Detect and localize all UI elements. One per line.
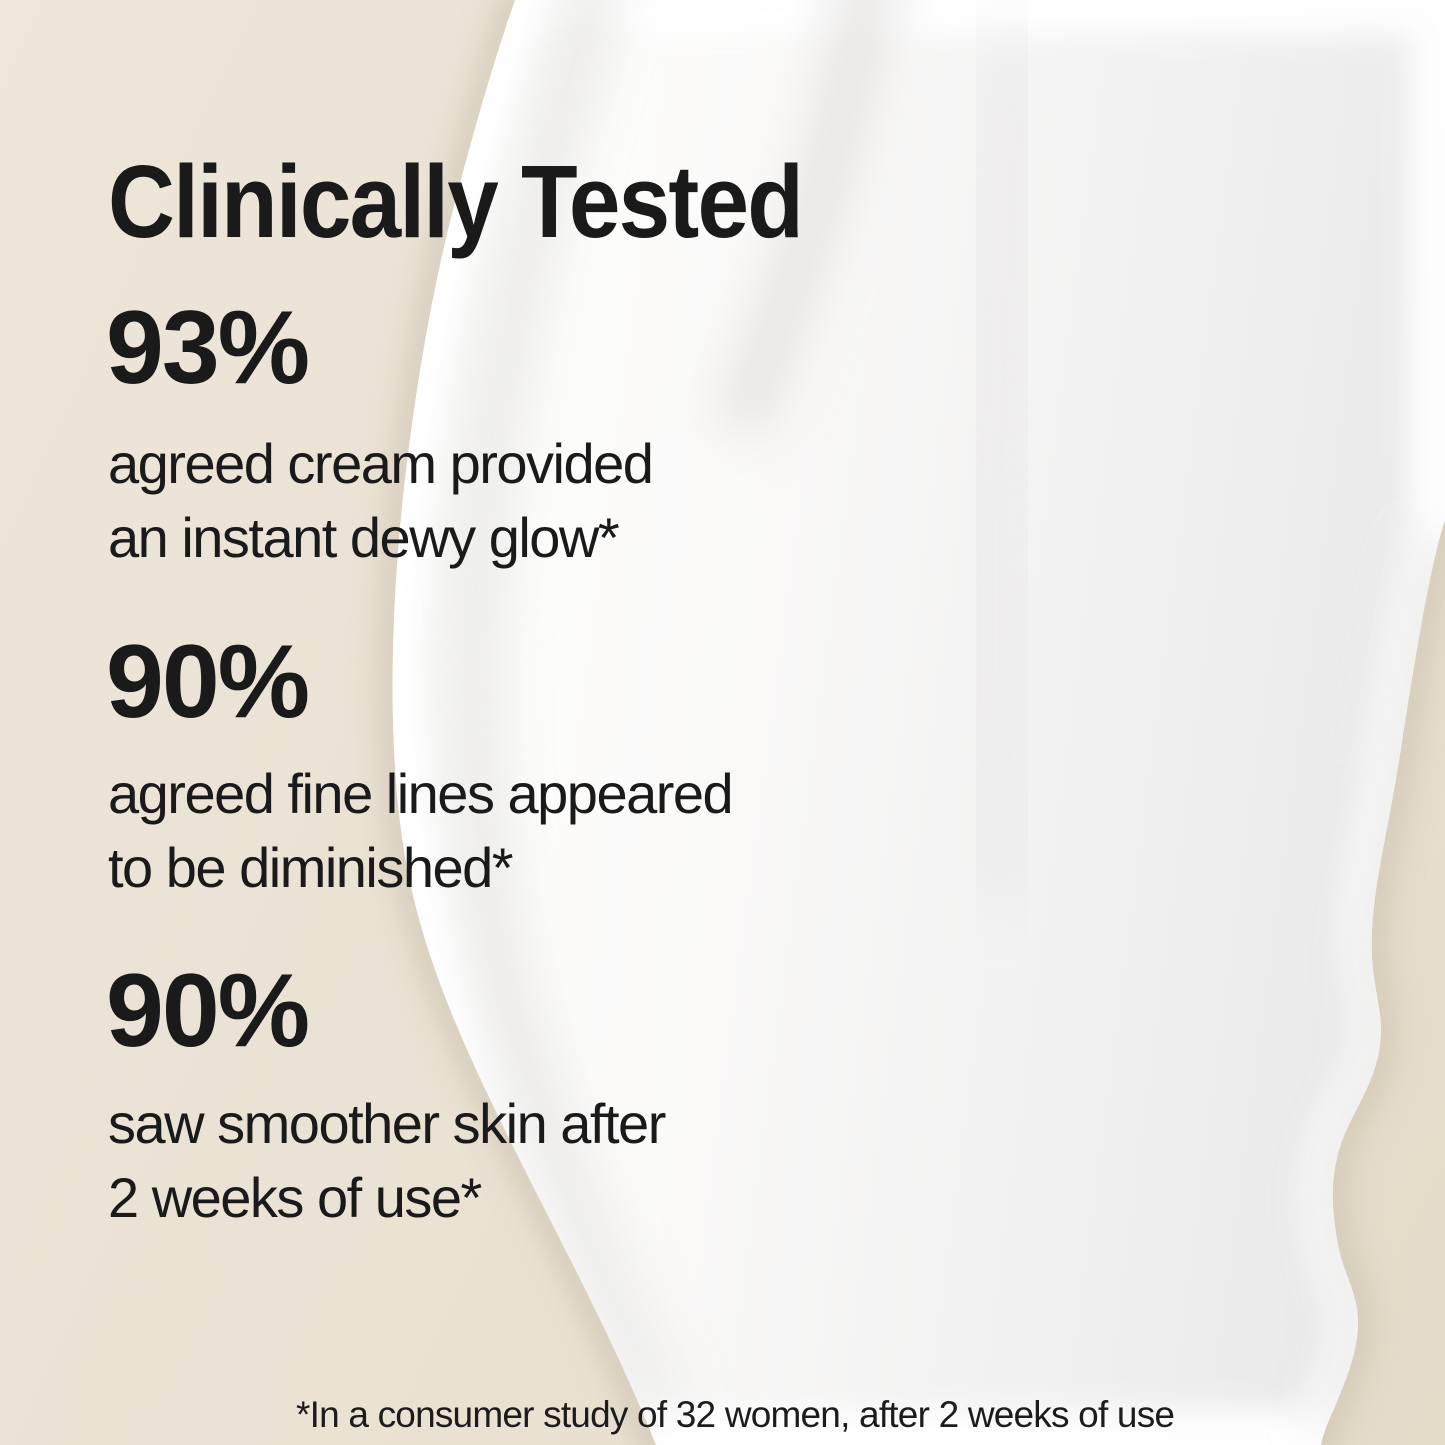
page-title: Clinically Tested [108, 144, 804, 259]
stat-description-line: an instant dewy glow* [108, 506, 620, 569]
stat-description-1: agreed cream provided an instant dewy gl… [108, 427, 654, 575]
footnote: *In a consumer study of 32 women, after … [296, 1394, 1175, 1435]
stat-value-2: 90% [106, 624, 310, 740]
stat-value-3: 90% [106, 953, 310, 1069]
stat-description-line: agreed fine lines appeared [108, 762, 734, 825]
stat-description-2: agreed fine lines appeared to be diminis… [108, 757, 734, 905]
stat-description-line: 2 weeks of use* [108, 1166, 482, 1229]
stat-value-1: 93% [106, 290, 310, 406]
stat-description-line: to be diminished* [108, 836, 514, 899]
cream-fold-shading [393, 0, 1445, 1445]
stat-description-3: saw smoother skin after 2 weeks of use* [108, 1087, 666, 1235]
stat-description-line: agreed cream provided [108, 432, 654, 495]
stat-description-line: saw smoother skin after [108, 1092, 666, 1155]
